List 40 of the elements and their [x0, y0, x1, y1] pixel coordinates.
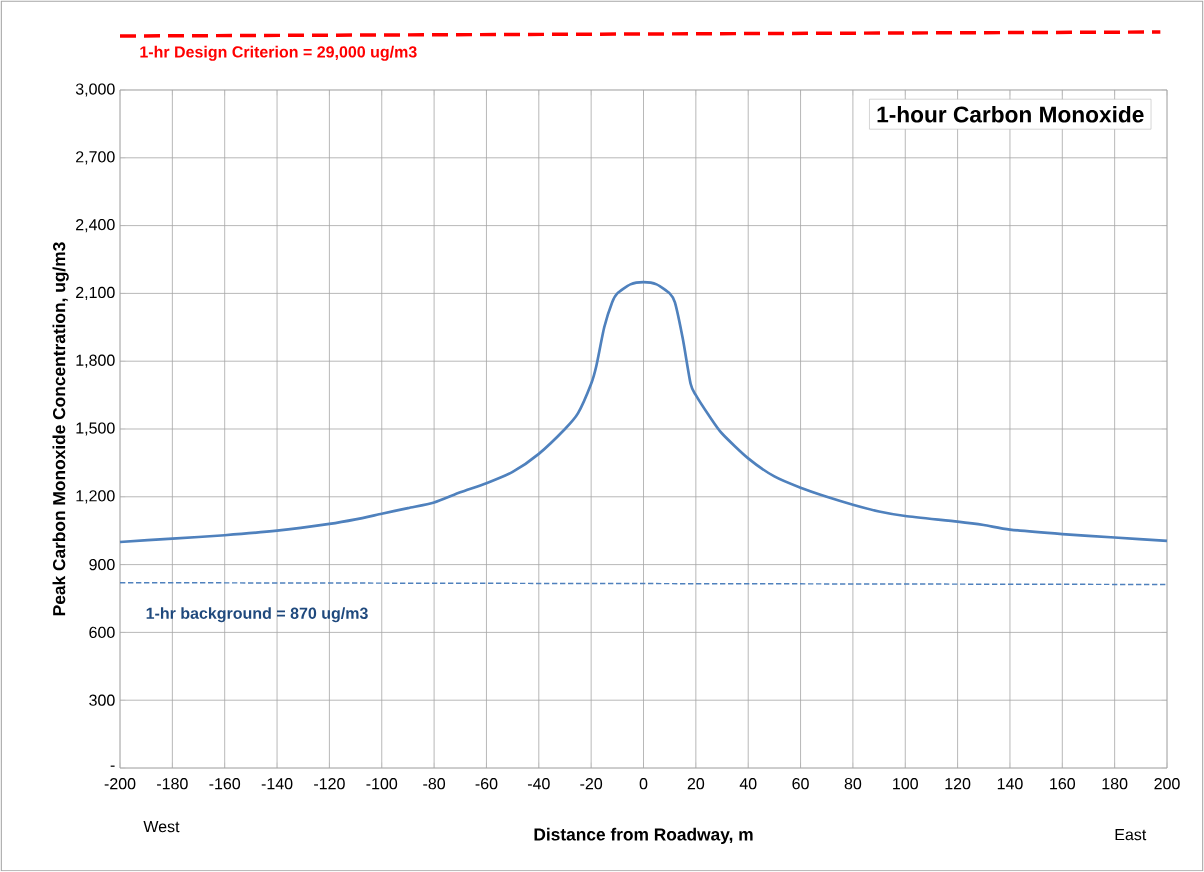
x-tick-label: -160 [209, 778, 241, 790]
x-tick-label: -40 [527, 778, 550, 790]
x-tick-label: 100 [893, 778, 918, 790]
x-tick-label: 120 [945, 778, 971, 790]
x-tick-label: 140 [997, 778, 1023, 790]
x-tick-label: 20 [687, 778, 705, 790]
x-tick-label: -20 [580, 778, 603, 790]
series-label: 1-hr background = 870 ug/m3 [146, 607, 368, 623]
x-tick-label: -100 [366, 778, 398, 790]
x-tick-label: 60 [792, 778, 809, 790]
y-tick-label: 300 [89, 694, 115, 706]
text: 1-hr Design Criterion = 29,000 ug/m3 [140, 45, 417, 61]
x-tick-label: 160 [1050, 778, 1076, 790]
y-axis-title: Peak Carbon Monoxide Concentration, ug/m3 [52, 242, 69, 616]
line-series [118, 280, 1169, 544]
x-tick-label: 200 [1154, 778, 1180, 790]
text: West [143, 821, 180, 833]
y-tick-label: 2,400 [76, 218, 115, 233]
text: East [1115, 829, 1147, 841]
x-tick-label: 0 [639, 778, 648, 790]
y-tick-label: 2,100 [76, 286, 115, 301]
x-axis-title: Distance from Roadway, m [534, 827, 753, 845]
x-tick-label: -180 [157, 778, 188, 790]
y-tick-label: 1,500 [76, 422, 115, 436]
y-tick-label: 1,200 [76, 490, 115, 504]
y-tick-label: 900 [89, 558, 115, 571]
x-tick-label: -60 [475, 778, 498, 790]
y-tick-label: - [110, 765, 115, 767]
x-tick-label: -200 [104, 778, 136, 790]
y-tick-label: 3,000 [75, 83, 115, 97]
x-tick-label: -140 [261, 778, 293, 790]
x-tick-label: -80 [423, 778, 446, 790]
x-tick-label: -120 [314, 778, 345, 790]
y-tick-label: 1,800 [76, 354, 115, 368]
x-tick-label: 180 [1102, 778, 1128, 790]
y-tick-label: 600 [89, 626, 115, 639]
x-tick-label: 40 [739, 778, 757, 790]
text: 1-hour Carbon Monoxide [877, 105, 1144, 123]
y-tick-label: 2,700 [76, 151, 115, 165]
x-tick-label: 80 [844, 778, 862, 790]
